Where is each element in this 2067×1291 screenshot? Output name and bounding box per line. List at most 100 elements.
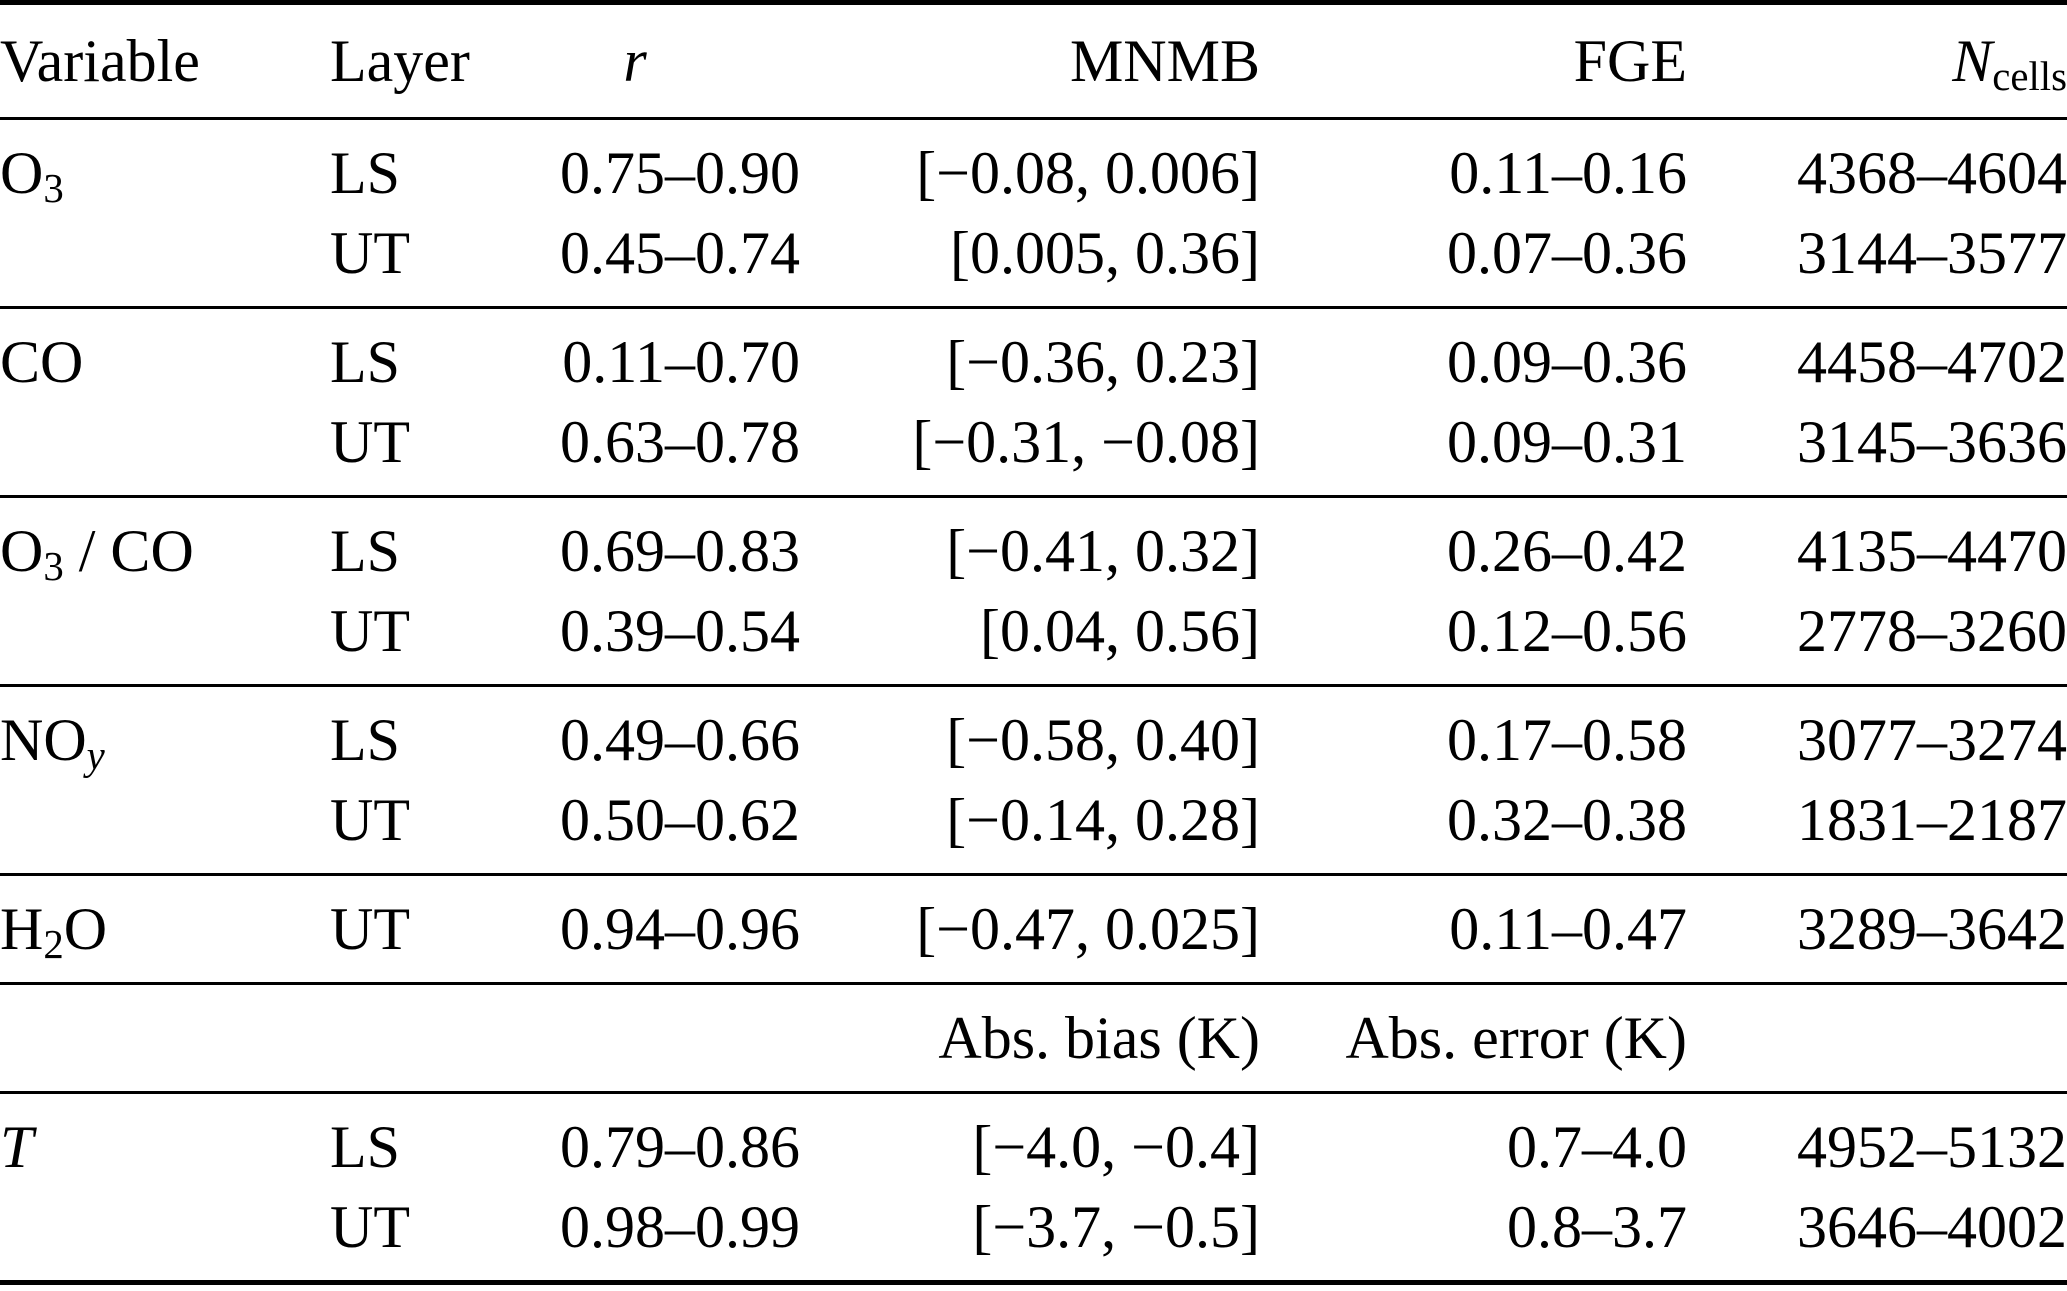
ncells-cell: 4368–4604	[1687, 117, 2067, 213]
mid-header-row: Abs. bias (K) Abs. error (K)	[0, 982, 2067, 1093]
mnmb-cell: [0.04, 0.56]	[980, 597, 1260, 664]
section-o3: O3 LS 0.75–0.90 [−0.08, 0.006] 0.11–0.16…	[0, 117, 2067, 308]
mnmb-cell: [−0.31, −0.08]	[912, 408, 1260, 475]
r-cell: 0.75–0.90	[470, 117, 800, 213]
ncells-subscript: cells	[1992, 53, 2067, 99]
ncells-cell: 3145–3636	[1797, 408, 2067, 475]
fge-cell: 0.11–0.16	[1260, 117, 1687, 213]
ncells-cell: 3646–4002	[1797, 1193, 2067, 1260]
ncells-cell: 3144–3577	[1797, 219, 2067, 286]
fge-cell: 0.12–0.56	[1447, 597, 1687, 664]
fge-cell: 0.09–0.36	[1260, 306, 1687, 402]
variable-base: CO	[0, 328, 84, 395]
variable-base: H	[0, 895, 44, 962]
variable-cell: H2O	[0, 873, 330, 984]
ncells-cell: 2778–3260	[1797, 597, 2067, 664]
variable-base: T	[0, 1113, 34, 1180]
variable-subscript: 3	[43, 165, 64, 211]
variable-cell: NOy	[0, 684, 330, 780]
variable-suffix: O	[63, 895, 108, 962]
r-cell	[470, 982, 800, 1093]
r-cell: 0.50–0.62	[560, 786, 800, 853]
layer-cell: LS	[330, 1091, 470, 1187]
layer-cell: UT	[330, 408, 410, 475]
mnmb-cell: [−4.0, −0.4]	[800, 1091, 1260, 1187]
mnmb-cell: [−0.36, 0.23]	[800, 306, 1260, 402]
layer-cell: UT	[330, 219, 410, 286]
variable-cell: O3	[0, 117, 330, 213]
mnmb-cell: [−0.47, 0.025]	[800, 873, 1260, 984]
ncells-cell	[1687, 982, 2067, 1093]
layer-cell	[330, 982, 470, 1093]
layer-cell: LS	[330, 684, 470, 780]
layer-cell: UT	[330, 597, 410, 664]
r-cell: 0.79–0.86	[470, 1091, 800, 1187]
layer-cell: LS	[330, 117, 470, 213]
ncells-symbol: N	[1952, 27, 1993, 94]
fge-cell: 0.26–0.42	[1260, 495, 1687, 591]
table-row: O3 LS 0.75–0.90 [−0.08, 0.006] 0.11–0.16…	[0, 117, 2067, 213]
header-fge: FGE	[1260, 2, 1687, 120]
variable-cell	[0, 591, 330, 686]
abs-error-header: Abs. error (K)	[1260, 982, 1687, 1093]
table-header: Variable Layer r MNMB FGE Ncells	[0, 2, 2067, 120]
fge-cell: 0.8–3.7	[1507, 1193, 1687, 1260]
abs-bias-header: Abs. bias (K)	[800, 982, 1260, 1093]
ncells-cell: 4135–4470	[1687, 495, 2067, 591]
variable-cell: T	[0, 1091, 330, 1187]
variable-cell	[0, 982, 330, 1093]
ncells-cell: 4458–4702	[1687, 306, 2067, 402]
variable-subscript: 2	[43, 921, 64, 967]
header-ncells: Ncells	[1687, 2, 2067, 120]
r-cell: 0.11–0.70	[470, 306, 800, 402]
section-o3-co: O3 / CO LS 0.69–0.83 [−0.41, 0.32] 0.26–…	[0, 495, 2067, 686]
table-row: UT 0.39–0.54 [0.04, 0.56] 0.12–0.56 2778…	[0, 591, 2067, 686]
variable-cell	[0, 1187, 330, 1283]
header-variable: Variable	[0, 2, 330, 120]
header-layer: Layer	[330, 2, 470, 120]
table-row: O3 / CO LS 0.69–0.83 [−0.41, 0.32] 0.26–…	[0, 495, 2067, 591]
mnmb-cell: [−0.41, 0.32]	[800, 495, 1260, 591]
fge-cell: 0.32–0.38	[1447, 786, 1687, 853]
fge-cell: 0.07–0.36	[1447, 219, 1687, 286]
layer-cell: LS	[330, 495, 470, 591]
variable-base: O	[0, 139, 44, 206]
table-row: H2O UT 0.94–0.96 [−0.47, 0.025] 0.11–0.4…	[0, 873, 2067, 984]
layer-cell: LS	[330, 306, 470, 402]
r-cell: 0.45–0.74	[560, 219, 800, 286]
variable-cell: CO	[0, 306, 330, 402]
layer-cell: UT	[330, 786, 410, 853]
table-row: UT 0.45–0.74 [0.005, 0.36] 0.07–0.36 314…	[0, 213, 2067, 308]
mnmb-cell: [−0.14, 0.28]	[946, 786, 1260, 853]
section-h2o: H2O UT 0.94–0.96 [−0.47, 0.025] 0.11–0.4…	[0, 873, 2067, 984]
r-cell: 0.69–0.83	[470, 495, 800, 591]
r-cell: 0.63–0.78	[560, 408, 800, 475]
table-row: UT 0.50–0.62 [−0.14, 0.28] 0.32–0.38 183…	[0, 780, 2067, 875]
variable-cell	[0, 213, 330, 308]
mnmb-cell: [0.005, 0.36]	[950, 219, 1260, 286]
variable-cell: O3 / CO	[0, 495, 330, 591]
section-temperature-units-header: Abs. bias (K) Abs. error (K)	[0, 982, 2067, 1093]
variable-suffix: / CO	[63, 517, 194, 584]
header-r: r	[470, 2, 800, 120]
section-co: CO LS 0.11–0.70 [−0.36, 0.23] 0.09–0.36 …	[0, 306, 2067, 497]
ncells-cell: 3289–3642	[1687, 873, 2067, 984]
table-row: CO LS 0.11–0.70 [−0.36, 0.23] 0.09–0.36 …	[0, 306, 2067, 402]
variable-base: NO	[0, 706, 87, 773]
header-row: Variable Layer r MNMB FGE Ncells	[0, 2, 2067, 120]
ncells-cell: 4952–5132	[1687, 1091, 2067, 1187]
r-cell: 0.49–0.66	[470, 684, 800, 780]
ncells-cell: 3077–3274	[1687, 684, 2067, 780]
r-cell: 0.39–0.54	[560, 597, 800, 664]
variable-subscript: 3	[43, 543, 64, 589]
fge-cell: 0.7–4.0	[1260, 1091, 1687, 1187]
variable-base: O	[0, 517, 44, 584]
table-row: UT 0.63–0.78 [−0.31, −0.08] 0.09–0.31 31…	[0, 402, 2067, 497]
fge-cell: 0.09–0.31	[1447, 408, 1687, 475]
mnmb-cell: [−0.08, 0.006]	[800, 117, 1260, 213]
fge-cell: 0.17–0.58	[1260, 684, 1687, 780]
ncells-cell: 1831–2187	[1797, 786, 2067, 853]
mnmb-cell: [−3.7, −0.5]	[972, 1193, 1260, 1260]
